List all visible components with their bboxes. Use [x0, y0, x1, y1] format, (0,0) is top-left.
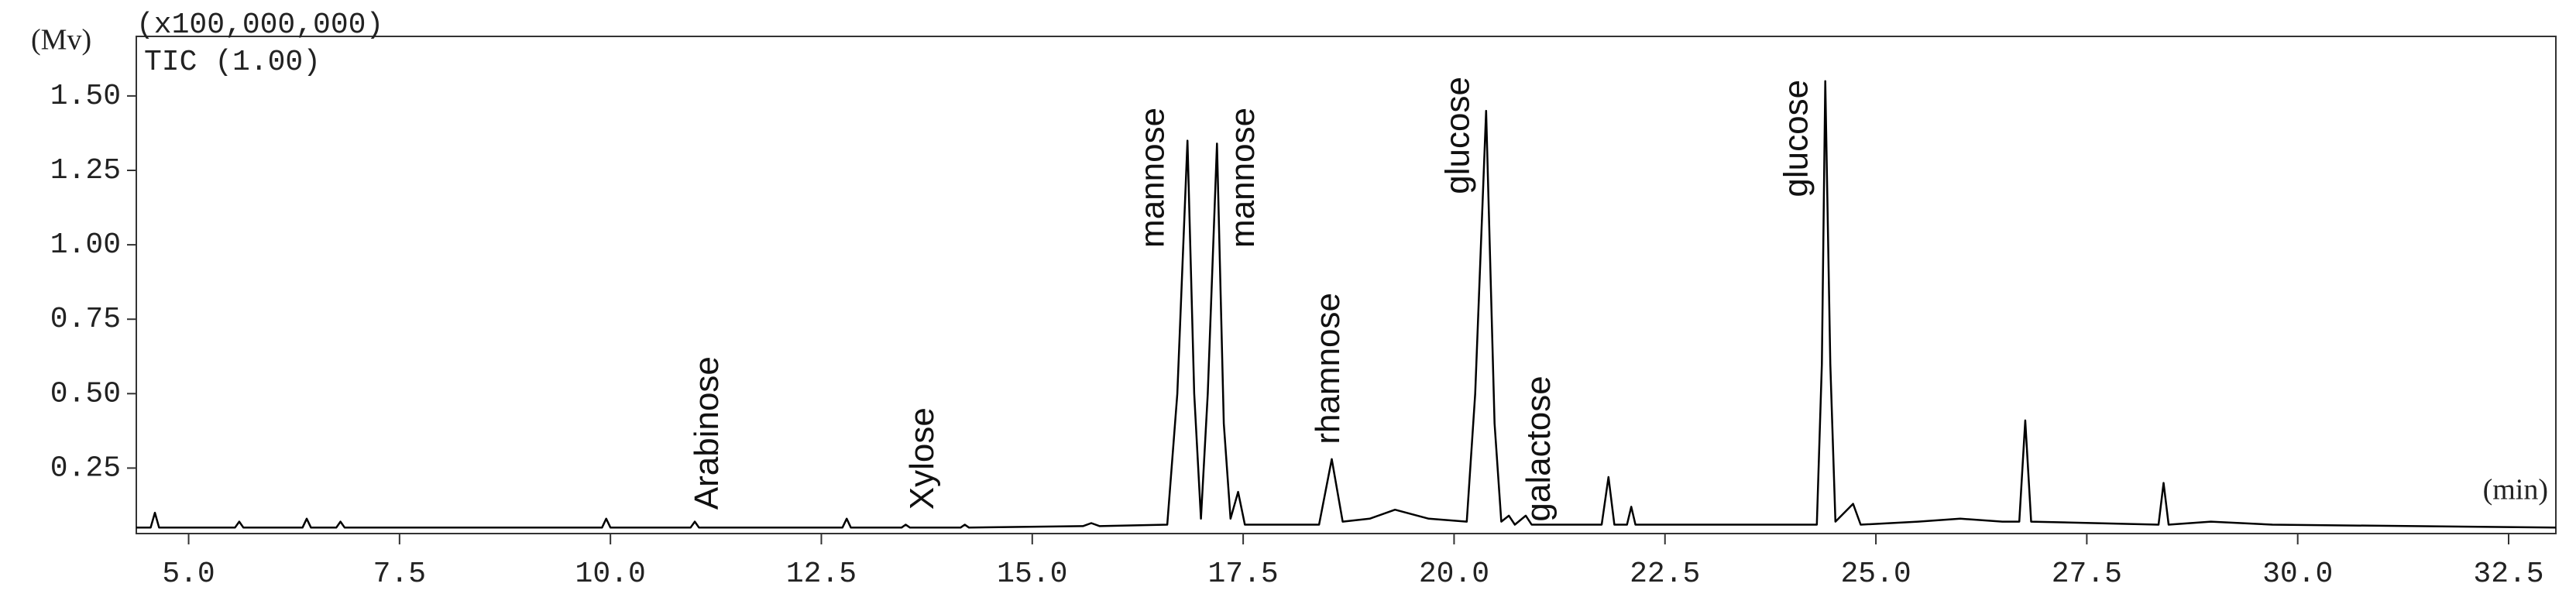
- x-tick-label: 25.0: [1840, 558, 1911, 591]
- peak-label: glucose: [1439, 77, 1477, 194]
- x-tick-label: 5.0: [162, 558, 215, 591]
- x-tick-label: 15.0: [997, 558, 1067, 591]
- y-unit: (Mv): [31, 24, 91, 57]
- peak-label: galactose: [1520, 376, 1558, 521]
- y-tick-label: 1.50: [50, 80, 121, 113]
- x-tick-label: 12.5: [786, 558, 857, 591]
- x-tick-label: 20.0: [1419, 558, 1489, 591]
- y-tick-label: 0.75: [50, 303, 121, 336]
- peak-label: Xylose: [903, 407, 941, 510]
- x-tick-label: 32.5: [2473, 558, 2543, 591]
- peak-label: rhamnose: [1309, 293, 1347, 445]
- peak-label: mannose: [1133, 108, 1171, 248]
- y-tick-label: 1.00: [50, 228, 121, 262]
- x-tick-label: 22.5: [1630, 558, 1700, 591]
- x-tick-label: 10.0: [575, 558, 646, 591]
- peak-label: mannose: [1224, 108, 1262, 248]
- plot-frame: [136, 36, 2557, 534]
- y-scale-note: (x100,000,000): [136, 9, 383, 42]
- trace: [136, 80, 2557, 529]
- x-unit: (min): [2483, 474, 2548, 506]
- x-tick-label: 7.5: [373, 558, 426, 591]
- x-tick-label: 30.0: [2262, 558, 2333, 591]
- peak-label: Arabinose: [688, 356, 726, 510]
- peak-label: glucose: [1777, 80, 1815, 197]
- y-tick-label: 0.25: [50, 451, 121, 485]
- x-tick-label: 27.5: [2052, 558, 2122, 591]
- trace-label: TIC (1.00): [144, 46, 321, 79]
- y-tick-label: 0.50: [50, 377, 121, 410]
- y-tick-label: 1.25: [50, 154, 121, 187]
- x-tick-label: 17.5: [1208, 558, 1279, 591]
